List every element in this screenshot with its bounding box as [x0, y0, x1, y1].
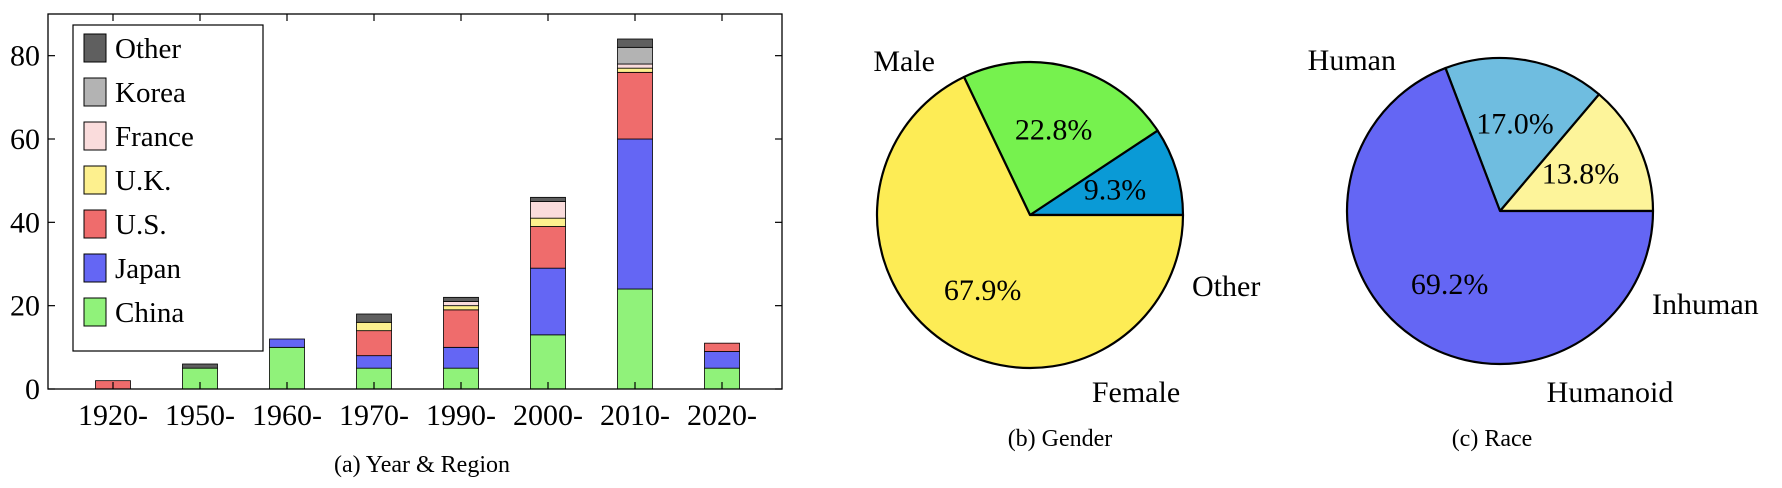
slice-value-label-humanoid: 17.0% [1476, 108, 1554, 141]
y-tick-label: 60 [10, 123, 40, 156]
pie-slice-other [1028, 129, 1185, 217]
bar-segment-u-s-1990 [443, 309, 479, 348]
bar-segment-other-1970 [356, 313, 392, 323]
legend-label-u-k: U.K. [115, 165, 171, 197]
pie-slice-inhuman [1498, 93, 1655, 213]
bar-chart-year-region: 0 20 40 60 80 1920- 1950- 1960- 1970- 1990- 2000- 2… [10, 13, 783, 478]
legend-swatch-u-s [83, 209, 107, 239]
legend-label-france: France [115, 121, 194, 153]
legend-label-u-s: U.S. [115, 209, 167, 241]
pie-chart-race: 13.8% Inhuman 17.0% Humanoid 69.2% Human (c) R… [1308, 44, 1759, 452]
slice-value-label-other: 9.3% [1084, 173, 1147, 206]
slice-value-label-male: 67.9% [944, 274, 1022, 307]
x-tick-label: 1950- [165, 399, 235, 432]
pie-slice-male [875, 75, 1185, 370]
pie-chart-gender: 9.3% Other 22.8% Female 67.9% Male (b) Gender [873, 45, 1260, 452]
x-tick-label: 1920- [78, 399, 148, 432]
bar-segment-u-k-2000 [530, 217, 566, 227]
legend-swatch-u-k [83, 165, 107, 195]
y-tick-label: 20 [10, 290, 40, 323]
bar-segment-japan-1970 [356, 355, 392, 369]
caption-b-gender: (b) Gender [1008, 426, 1113, 452]
legend-swatch-france [83, 121, 107, 151]
bar-segment-u-k-2010 [617, 67, 653, 73]
slice-name-label-inhuman: Inhuman [1652, 288, 1759, 321]
bar-segment-china-2010 [617, 288, 653, 390]
legend-label-japan: Japan [115, 253, 182, 285]
bar-segment-u-s-2010 [617, 71, 653, 140]
bar-segment-u-k-1970 [356, 321, 392, 332]
bar-segment-u-s-1970 [356, 330, 392, 357]
slice-value-label-female: 22.8% [1015, 113, 1093, 146]
pie-slice-humanoid [1444, 56, 1601, 213]
bar-segment-korea-2010 [617, 46, 653, 65]
x-tick-label: 1990- [426, 399, 496, 432]
slice-name-label-male: Male [873, 45, 935, 78]
y-tick-label: 0 [25, 373, 40, 406]
slice-name-label-human: Human [1308, 44, 1396, 77]
caption-year-region: (a) Year & Region [334, 452, 510, 478]
legend-swatch-other [83, 33, 107, 63]
bar-segment-u-k-1990 [443, 305, 479, 311]
bar-segment-other-1990 [443, 296, 479, 302]
slice-name-label-other: Other [1192, 270, 1260, 303]
bar-segment-japan-2010 [617, 138, 653, 290]
legend-label-china: China [115, 297, 184, 329]
bar-segment-france-1990 [443, 301, 479, 307]
bar-segment-france-2000 [530, 201, 566, 219]
slice-name-label-female: Female [1092, 376, 1180, 409]
legend-swatch-japan [83, 253, 107, 283]
x-tick-label: 1970- [339, 399, 409, 432]
bar-segment-other-2000 [530, 196, 566, 202]
caption-c-race: (c) Race [1452, 426, 1533, 452]
bar-segment-japan-2000 [530, 267, 566, 336]
legend-label-other: Other [115, 33, 181, 65]
x-tick-label: 2010- [600, 399, 670, 432]
x-tick-label: 2020- [687, 399, 757, 432]
bar-segment-u-s-2020 [704, 342, 740, 352]
bar-segment-france-2010 [617, 63, 653, 69]
x-tick-label: 2000- [513, 399, 583, 432]
slice-value-label-human: 69.2% [1411, 268, 1489, 301]
slice-name-label-humanoid: Humanoid [1547, 376, 1674, 409]
legend-label-korea: Korea [115, 77, 186, 109]
bar-segment-other-2010 [617, 38, 653, 48]
bar-segment-japan-1990 [443, 346, 479, 369]
bar-segment-other-1950 [182, 363, 218, 369]
pie-slice-human [1345, 66, 1655, 366]
bar-segment-japan-1960 [269, 338, 305, 348]
x-tick-label: 1960- [252, 399, 322, 432]
bar-segment-u-s-2000 [530, 226, 566, 269]
y-tick-label: 80 [10, 40, 40, 73]
y-tick-label: 40 [10, 206, 40, 239]
bar-segment-japan-2020 [704, 351, 740, 369]
legend-swatch-korea [83, 77, 107, 107]
slice-value-label-inhuman: 13.8% [1542, 158, 1620, 191]
plot-frame [47, 13, 783, 390]
bar-segment-china-2000 [530, 334, 566, 390]
legend-swatch-china [83, 297, 107, 327]
